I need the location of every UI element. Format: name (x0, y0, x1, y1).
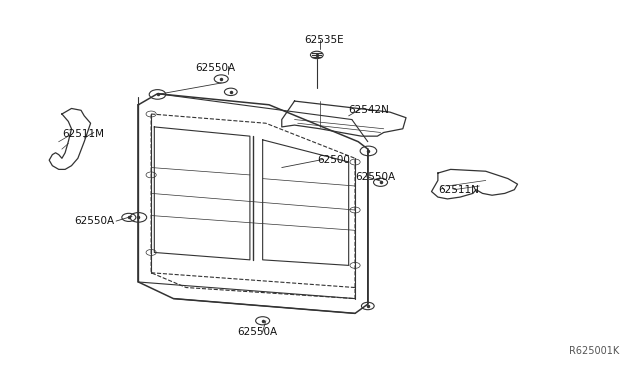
Text: 62550A: 62550A (75, 216, 115, 226)
Text: 62550A: 62550A (237, 327, 277, 337)
Text: 62550A: 62550A (196, 63, 236, 73)
Text: 62511M: 62511M (62, 129, 104, 139)
Text: 62542N: 62542N (349, 105, 390, 115)
Text: 62550A: 62550A (355, 172, 395, 182)
Text: R625001K: R625001K (569, 346, 620, 356)
Text: 62500: 62500 (317, 155, 349, 165)
Text: 62535E: 62535E (304, 35, 344, 45)
Text: 62511N: 62511N (438, 185, 479, 195)
